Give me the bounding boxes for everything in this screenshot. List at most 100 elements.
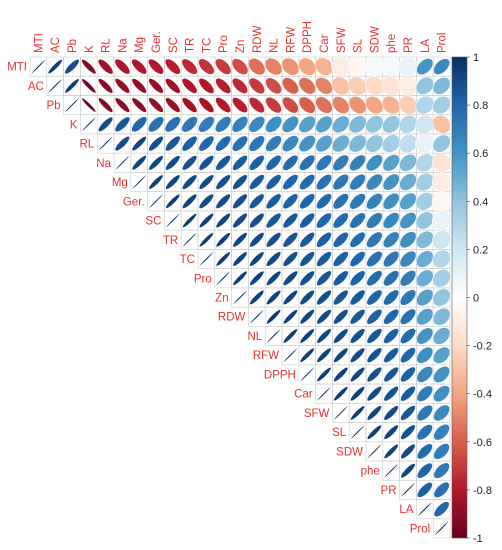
ellipse-Zn-phe — [383, 289, 400, 306]
ellipse-TC-RDW — [249, 251, 265, 267]
ellipse-RFW-Car — [316, 347, 332, 363]
ellipse-SFW-LA — [416, 404, 433, 421]
ellipse-TC-PR — [399, 250, 417, 268]
ellipse-Ger.-NL — [265, 193, 282, 209]
ellipse-TR-Zn — [232, 232, 248, 248]
row-label-NL: NL — [247, 331, 262, 343]
ellipse-Zn-RDW — [249, 290, 265, 305]
ellipse-Na-SL — [349, 154, 366, 171]
ellipse-MTI-SL — [347, 56, 368, 77]
ellipse-TR-RDW — [249, 232, 265, 248]
ellipse-Mg-PR — [399, 173, 417, 191]
ellipse-Pro-LA — [416, 269, 434, 287]
ellipse-AC-NL — [265, 77, 282, 95]
ellipse-phe-PR — [400, 463, 416, 479]
ellipse-Pb-SL — [348, 96, 367, 114]
ellipse-phe-Prol — [433, 462, 450, 479]
ellipse-Pb-Mg — [131, 97, 147, 113]
ellipse-K-RDW — [248, 116, 266, 133]
ellipse-TC-Car — [316, 251, 332, 267]
ellipse-Zn-Zn — [232, 290, 248, 305]
ellipse-Pro-Zn — [232, 271, 248, 286]
ellipse-Mg-Prol — [431, 172, 452, 192]
ellipse-RL-TC — [198, 135, 215, 152]
ellipse-Mg-RDW — [249, 174, 265, 190]
ellipse-RDW-SL — [350, 309, 366, 325]
ellipse-SL-Prol — [433, 424, 450, 441]
ellipse-Na-RFW — [282, 155, 299, 171]
ellipse-Prol-Prol — [434, 521, 449, 536]
ellipse-SC-TC — [199, 213, 214, 228]
ellipse-Na-Car — [316, 154, 332, 171]
ellipse-K-DPPH — [298, 115, 316, 133]
row-label-PR: PR — [381, 485, 397, 497]
ellipse-AC-LA — [415, 76, 434, 95]
ellipse-Na-PR — [399, 154, 417, 172]
ellipse-RL-RDW — [248, 135, 265, 152]
ellipse-RL-Prol — [432, 134, 451, 153]
ellipse-RFW-phe — [383, 347, 399, 363]
ellipse-Pb-Na — [114, 97, 130, 113]
ellipse-Zn-SL — [349, 289, 366, 306]
row-label-MTI: MTI — [7, 62, 27, 74]
ellipse-MTI-K — [81, 59, 97, 74]
ellipse-Ger.-Pro — [215, 193, 231, 209]
ellipse-Ger.-RDW — [249, 193, 265, 209]
ellipse-TR-Pro — [215, 232, 231, 248]
ellipse-MTI-Pro — [215, 58, 232, 75]
ellipse-Pb-Zn — [232, 97, 248, 113]
ellipse-Pb-Car — [315, 96, 333, 114]
ellipse-Ger.-DPPH — [299, 193, 315, 210]
ellipse-Pb-SC — [165, 97, 181, 113]
ellipse-SL-phe — [383, 424, 399, 440]
ellipse-RL-RFW — [282, 135, 299, 152]
ellipse-Na-Zn — [232, 155, 248, 171]
ellipse-Ger.-SDW — [366, 193, 383, 210]
ellipse-K-Ger. — [148, 116, 164, 133]
ellipse-AC-SFW — [331, 76, 350, 96]
ellipse-TC-SFW — [333, 251, 349, 267]
ellipse-TR-Prol — [432, 230, 452, 250]
column-label-Mg: Mg — [134, 37, 146, 53]
ellipse-SL-LA — [416, 424, 433, 441]
ellipse-RL-SL — [348, 134, 367, 153]
ellipse-TC-phe — [383, 251, 400, 268]
ellipse-AC-RDW — [248, 77, 265, 94]
column-label-PR: PR — [403, 37, 415, 53]
ellipse-AC-RFW — [282, 77, 299, 95]
ellipse-SDW-Prol — [433, 443, 450, 460]
ellipse-K-RFW — [282, 115, 299, 133]
ellipse-Na-Pro — [215, 155, 231, 171]
row-label-Pb: Pb — [47, 100, 61, 112]
ellipse-Na-TR — [182, 155, 198, 171]
ellipse-Na-DPPH — [299, 154, 316, 171]
ellipse-SC-TR — [182, 213, 197, 228]
ellipse-Pb-RFW — [282, 96, 299, 114]
colorbar-tick-label: 0 — [473, 293, 479, 305]
colorbar-tick-label: 0.6 — [473, 148, 488, 160]
ellipse-K-TR — [181, 116, 198, 133]
ellipse-Pro-DPPH — [299, 270, 315, 286]
ellipse-TC-DPPH — [299, 251, 315, 267]
ellipse-RL-Na — [114, 136, 130, 152]
colorbar-tick-label: 1 — [473, 52, 479, 64]
column-label-SDW: SDW — [369, 26, 381, 53]
ellipse-SC-SC — [165, 213, 180, 228]
column-label-K: K — [84, 45, 96, 53]
ellipse-DPPH-phe — [383, 366, 399, 383]
row-label-Ger.: Ger. — [123, 196, 145, 208]
ellipse-Car-SDW — [366, 386, 382, 402]
ellipse-RL-Pro — [215, 135, 232, 152]
column-label-Pb: Pb — [67, 39, 79, 53]
ellipse-TR-TC — [199, 232, 214, 248]
ellipse-Na-Ger. — [148, 155, 164, 171]
ellipse-MTI-RFW — [281, 57, 300, 76]
column-label-Prol: Prol — [437, 33, 449, 53]
ellipse-MTI-Pb — [64, 59, 80, 75]
ellipse-Zn-Prol — [432, 288, 451, 307]
ellipse-PR-Prol — [433, 481, 450, 498]
ellipse-Car-LA — [416, 385, 433, 402]
column-label-DPPH: DPPH — [302, 21, 314, 53]
colorbar-tick-label: -0.8 — [473, 485, 492, 497]
ellipse-TR-Car — [316, 232, 332, 248]
